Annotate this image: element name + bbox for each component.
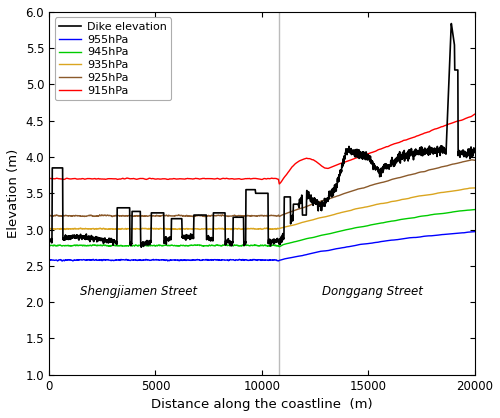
955hPa xyxy=(438,232,444,237)
915hPa xyxy=(248,176,254,181)
955hPa xyxy=(355,242,361,247)
955hPa xyxy=(472,229,478,234)
945hPa xyxy=(228,243,234,248)
925hPa xyxy=(248,213,254,218)
945hPa xyxy=(276,244,282,249)
945hPa xyxy=(248,243,254,248)
925hPa xyxy=(46,213,52,218)
915hPa xyxy=(355,155,361,160)
955hPa xyxy=(458,230,464,235)
925hPa xyxy=(109,214,115,219)
Legend: Dike elevation, 955hPa, 945hPa, 935hPa, 925hPa, 915hPa: Dike elevation, 955hPa, 945hPa, 935hPa, … xyxy=(54,18,171,100)
935hPa xyxy=(438,190,444,195)
915hPa xyxy=(228,176,234,181)
Dike elevation xyxy=(438,145,444,150)
955hPa xyxy=(248,257,254,263)
Line: 955hPa: 955hPa xyxy=(49,232,474,261)
Dike elevation xyxy=(228,240,234,245)
Dike elevation xyxy=(448,21,454,26)
935hPa xyxy=(225,227,231,232)
935hPa xyxy=(228,227,234,232)
935hPa xyxy=(248,226,254,231)
Dike elevation xyxy=(472,146,478,151)
Dike elevation xyxy=(248,187,254,192)
Dike elevation xyxy=(355,151,361,156)
935hPa xyxy=(46,225,52,230)
945hPa xyxy=(472,207,478,212)
Line: 945hPa: 945hPa xyxy=(49,209,474,247)
925hPa xyxy=(458,160,464,165)
Dike elevation xyxy=(46,236,52,241)
945hPa xyxy=(46,244,52,249)
Y-axis label: Elevation (m): Elevation (m) xyxy=(7,149,20,238)
955hPa xyxy=(225,257,231,263)
935hPa xyxy=(228,227,234,232)
Line: 925hPa: 925hPa xyxy=(49,160,474,217)
945hPa xyxy=(355,225,361,230)
Dike elevation xyxy=(458,149,464,154)
915hPa xyxy=(46,176,52,181)
Text: Shengjiamen Street: Shengjiamen Street xyxy=(80,285,197,298)
915hPa xyxy=(438,125,444,130)
925hPa xyxy=(438,165,444,170)
Text: Donggang Street: Donggang Street xyxy=(322,285,423,298)
925hPa xyxy=(225,214,231,219)
915hPa xyxy=(472,112,478,117)
Dike elevation xyxy=(138,245,144,250)
Line: 935hPa: 935hPa xyxy=(49,188,474,229)
Line: Dike elevation: Dike elevation xyxy=(49,23,474,247)
925hPa xyxy=(355,186,361,191)
X-axis label: Distance along the coastline  (m): Distance along the coastline (m) xyxy=(151,398,372,411)
955hPa xyxy=(46,257,52,263)
925hPa xyxy=(468,157,474,162)
955hPa xyxy=(60,258,66,263)
925hPa xyxy=(228,214,234,219)
955hPa xyxy=(228,257,234,263)
Dike elevation xyxy=(225,240,231,245)
Line: 915hPa: 915hPa xyxy=(49,114,474,184)
935hPa xyxy=(458,187,464,192)
935hPa xyxy=(355,206,361,211)
925hPa xyxy=(472,158,478,163)
945hPa xyxy=(438,211,444,216)
915hPa xyxy=(225,176,231,181)
935hPa xyxy=(472,186,478,191)
935hPa xyxy=(471,186,477,191)
915hPa xyxy=(458,118,464,123)
945hPa xyxy=(225,243,231,248)
945hPa xyxy=(458,208,464,213)
915hPa xyxy=(276,181,282,186)
